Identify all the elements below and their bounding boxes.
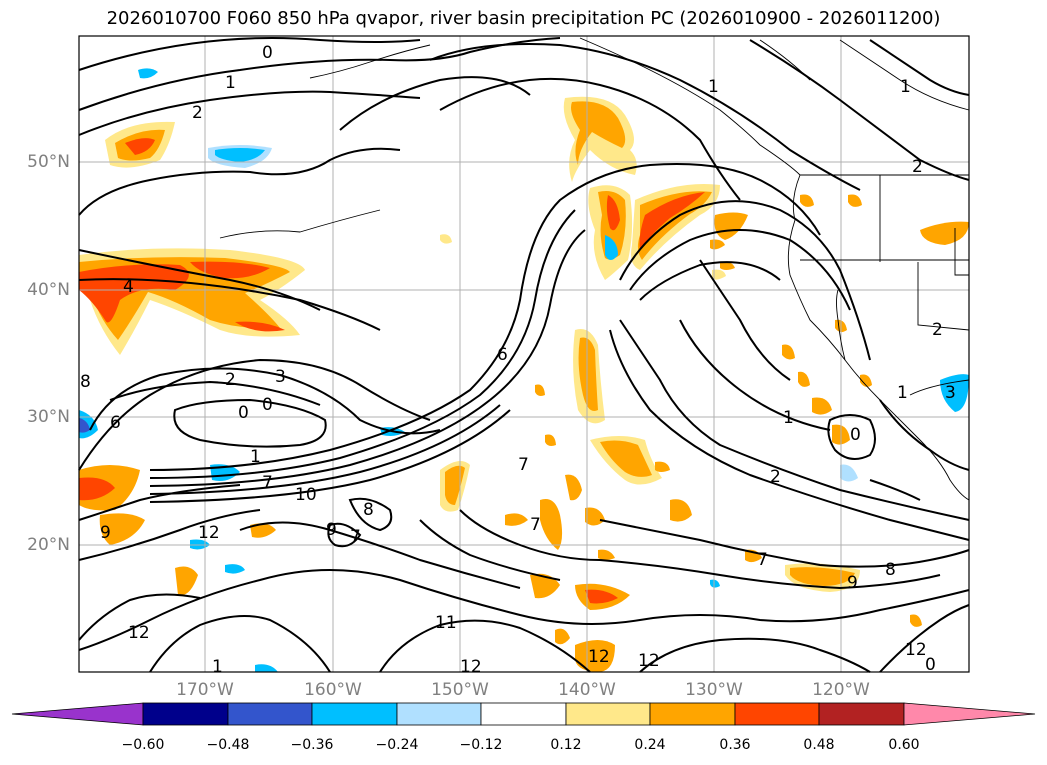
colorbar-tick: −0.36 (290, 737, 334, 753)
contour-label: 8 (363, 500, 374, 520)
contour-label: 7 (518, 455, 529, 475)
lat-label: 50°N (27, 152, 70, 172)
contour-label: 7 (530, 515, 541, 535)
contour-label: 2 (770, 467, 781, 487)
lat-label: 20°N (27, 535, 70, 555)
lon-label: 160°W (304, 680, 362, 700)
contour-label: 2 (192, 103, 203, 123)
contour-label: 7 (262, 473, 273, 493)
contour-label: 11 (435, 613, 457, 633)
lon-label: 120°W (812, 680, 870, 700)
contour-label: 12 (588, 647, 610, 667)
contour-label: 12 (905, 640, 927, 660)
contour-label: 6 (497, 345, 508, 365)
lon-label: 130°W (685, 680, 743, 700)
contour-label: 12 (198, 523, 220, 543)
colorbar-tick: −0.24 (375, 737, 419, 753)
colorbar-tick: −0.60 (121, 737, 165, 753)
colorbar-tick: 0.60 (888, 737, 920, 753)
colorbar-tick: −0.12 (459, 737, 503, 753)
contour-labels: 0 1 2 4 6 2 3 0 0 1 7 10 9 12 8 9 7 12 1… (80, 43, 956, 677)
contour-label: 0 (850, 425, 861, 445)
colorbar-segment (11, 702, 144, 726)
coastlines (219, 37, 970, 501)
colorbar-tick: 0.24 (634, 737, 666, 753)
contour-label: 12 (460, 657, 482, 677)
contour-label: 12 (128, 623, 150, 643)
map-title: 2026010700 F060 850 hPa qvapor, river ba… (106, 8, 941, 29)
contour-label: 1 (897, 383, 908, 403)
contour-label: 1 (708, 77, 719, 97)
contour-label: 2 (225, 370, 236, 390)
colorbar-segment (142, 702, 229, 726)
contour-label: 1 (225, 73, 236, 93)
colorbar-segment (396, 702, 482, 726)
map-frame (78, 35, 970, 673)
contour-label: 8 (885, 560, 896, 580)
lat-label: 40°N (27, 280, 70, 300)
contour-label: 4 (123, 277, 134, 297)
contour-label: 9 (326, 520, 337, 540)
contour-label: 7 (757, 550, 768, 570)
contour-label: 1 (250, 447, 261, 467)
colorbar-tick: 0.48 (803, 737, 835, 753)
colorbar-segment (903, 702, 1036, 726)
contour-label: 0 (262, 395, 273, 415)
lon-label: 140°W (558, 680, 616, 700)
colorbar (11, 702, 1036, 726)
contour-label: 3 (275, 367, 286, 387)
contour-label: 3 (945, 383, 956, 403)
contour-label: 7 (350, 527, 361, 547)
colorbar-segment (818, 702, 905, 726)
contour-label: 0 (238, 403, 249, 423)
colorbar-segment (734, 702, 820, 726)
contour-label: 1 (783, 408, 794, 428)
contour-label: 1 (900, 77, 911, 97)
qvapor-contours (78, 37, 970, 673)
contour-label: 0 (925, 655, 936, 675)
lon-label: 170°W (176, 680, 234, 700)
colorbar-segment (565, 702, 651, 726)
graticule (79, 36, 969, 672)
colorbar-segment (649, 702, 736, 726)
colorbar-segment (311, 702, 398, 726)
contour-label: 2 (912, 157, 923, 177)
contour-label: 2 (932, 320, 943, 340)
precip-shading (79, 68, 969, 672)
colorbar-tick: 0.36 (719, 737, 751, 753)
colorbar-tick: −0.48 (206, 737, 250, 753)
contour-label: 6 (110, 413, 121, 433)
contour-label: 10 (295, 485, 317, 505)
contour-label: 8 (80, 372, 91, 392)
contour-label: 12 (638, 651, 660, 671)
contour-label: 9 (100, 523, 111, 543)
contour-label: 9 (847, 573, 858, 593)
lon-label: 150°W (431, 680, 489, 700)
contour-label: 1 (212, 657, 223, 677)
lat-label: 30°N (27, 407, 70, 427)
colorbar-segment (480, 702, 567, 726)
colorbar-segment (227, 702, 313, 726)
colorbar-tick: 0.12 (550, 737, 582, 753)
contour-label: 0 (262, 43, 273, 63)
